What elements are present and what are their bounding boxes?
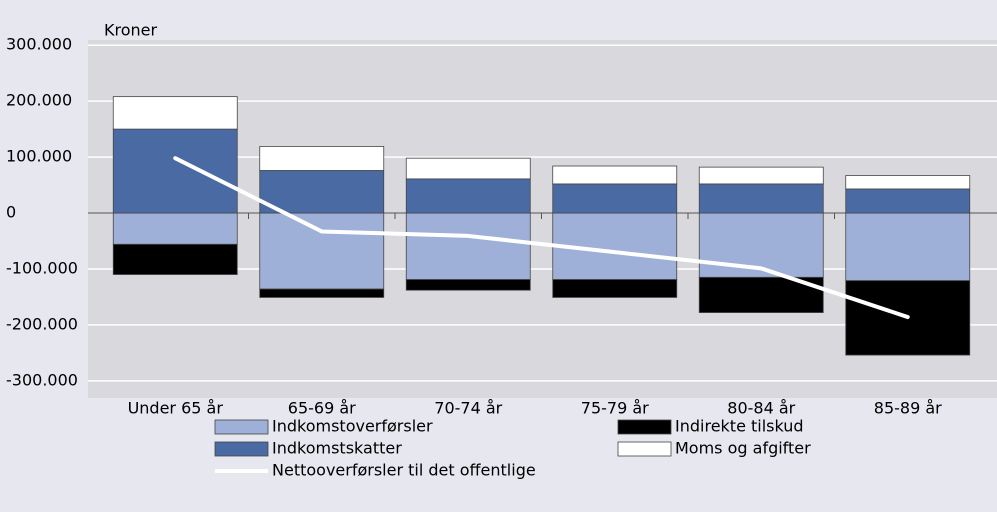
legend-label: Indkomstoverførsler: [272, 417, 433, 436]
legend-swatch: [214, 419, 269, 435]
bar: [405, 279, 531, 291]
y-tick-label: -200.000: [6, 314, 78, 333]
bar: [259, 146, 385, 171]
bar: [552, 165, 678, 185]
bar: [552, 183, 678, 214]
x-tick-label: Under 65 år: [128, 399, 224, 418]
y-tick-label: 100.000: [6, 147, 72, 166]
legend-swatch: [617, 419, 672, 435]
bar: [552, 279, 678, 298]
x-tick-label: 65-69 år: [288, 399, 356, 418]
legend-swatch: [214, 441, 269, 457]
y-tick-label: 0: [6, 203, 16, 222]
bar: [112, 212, 238, 245]
x-tick-label: 80-84 år: [727, 399, 795, 418]
bar: [698, 183, 824, 214]
x-tick-label: 75-79 år: [581, 399, 649, 418]
bar: [405, 212, 531, 280]
y-tick-label: -100.000: [6, 258, 78, 277]
y-tick-label: -300.000: [6, 370, 78, 389]
line: [173, 156, 910, 320]
bar: [845, 188, 971, 214]
x-tick-label: 85-89 år: [874, 399, 942, 418]
legend-label: Indkomstskatter: [272, 439, 402, 458]
bar: [112, 96, 238, 130]
bar: [112, 128, 238, 214]
bar: [259, 212, 385, 290]
bar: [405, 178, 531, 214]
bar: [259, 288, 385, 298]
legend-label: Indirekte tilskud: [675, 417, 804, 436]
bar: [112, 243, 238, 275]
bar: [845, 212, 971, 282]
bar: [259, 170, 385, 214]
y-tick-label: 300.000: [6, 35, 72, 54]
legend-label: Moms og afgifter: [675, 439, 811, 458]
y-axis-title: Kroner: [104, 21, 157, 40]
bar: [845, 175, 971, 190]
bar: [405, 157, 531, 180]
legend-swatch: [617, 441, 672, 457]
bar: [698, 166, 824, 185]
legend-label: Nettooverførsler til det offentlige: [272, 461, 536, 480]
y-tick-label: 200.000: [6, 91, 72, 110]
x-tick-label: 70-74 år: [434, 399, 502, 418]
